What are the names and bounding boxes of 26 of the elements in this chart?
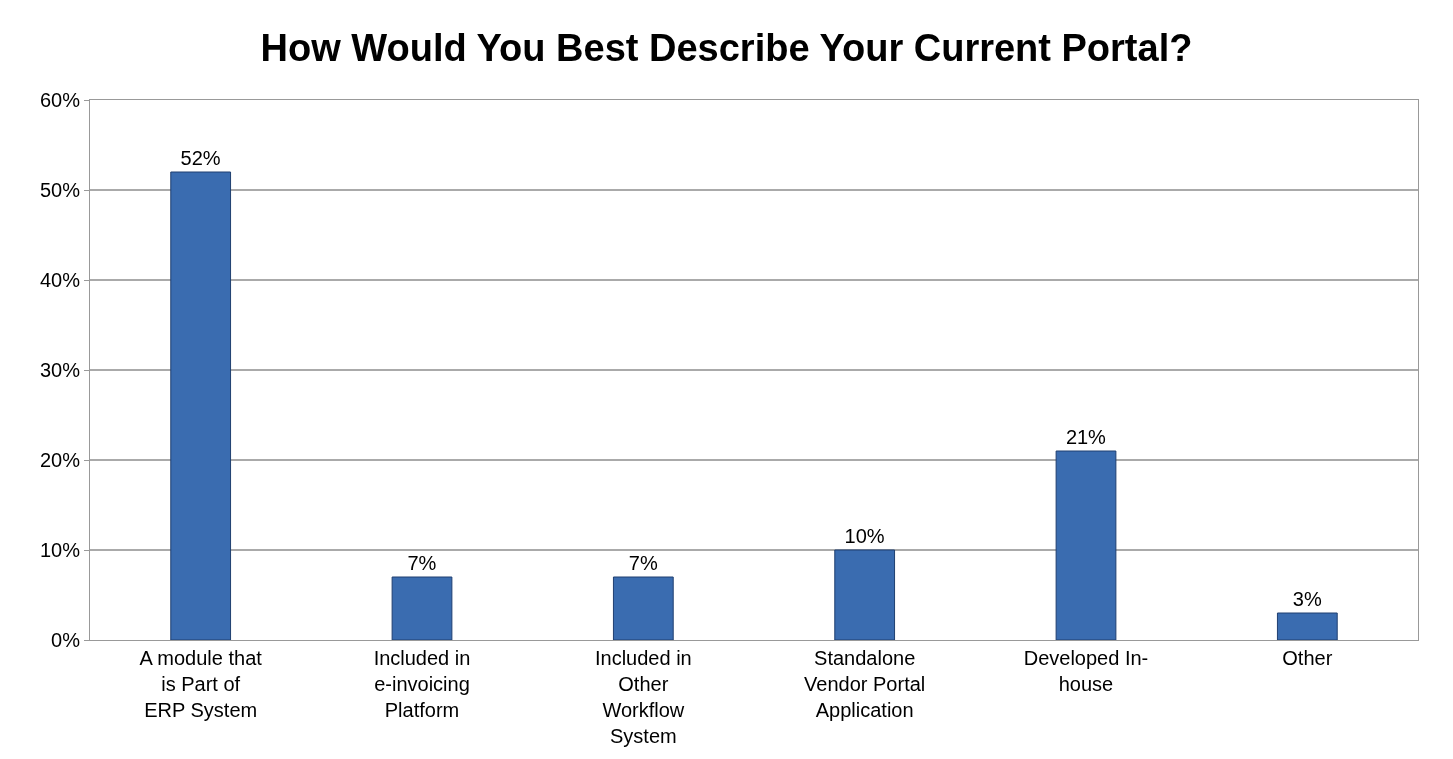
x-tick-label: A module that is Part of ERP System [139, 647, 263, 721]
bar [170, 171, 232, 640]
y-tick-label: 60% [39, 89, 81, 111]
bar [391, 576, 453, 640]
x-tick-label: Developed In-house [1023, 647, 1149, 695]
x-tick-label: Other [1282, 647, 1333, 669]
x-tick-label: Included in Other Workflow System [594, 647, 692, 747]
x-tick-label: Included in e-invoicing Platform [373, 647, 471, 721]
y-tick-label: 0% [51, 629, 81, 651]
data-label: 7% [628, 552, 658, 574]
y-tick-label: 10% [39, 539, 81, 561]
x-tick-label: Standalone Vendor Portal Application [804, 647, 926, 721]
bar [612, 576, 674, 640]
data-label: 10% [844, 525, 885, 547]
bar [1276, 612, 1338, 640]
data-label: 3% [1292, 588, 1322, 610]
y-tick-label: 20% [39, 449, 81, 471]
data-label: 7% [407, 552, 437, 574]
chart-title: How Would You Best Describe Your Current Portal? [260, 26, 1193, 69]
bar [834, 549, 896, 640]
data-label: 52% [180, 147, 221, 169]
y-tick-label: 40% [39, 269, 81, 291]
y-tick-label: 30% [39, 359, 81, 381]
bar [1055, 450, 1117, 640]
y-tick-label: 50% [39, 179, 81, 201]
data-label: 21% [1065, 426, 1107, 448]
